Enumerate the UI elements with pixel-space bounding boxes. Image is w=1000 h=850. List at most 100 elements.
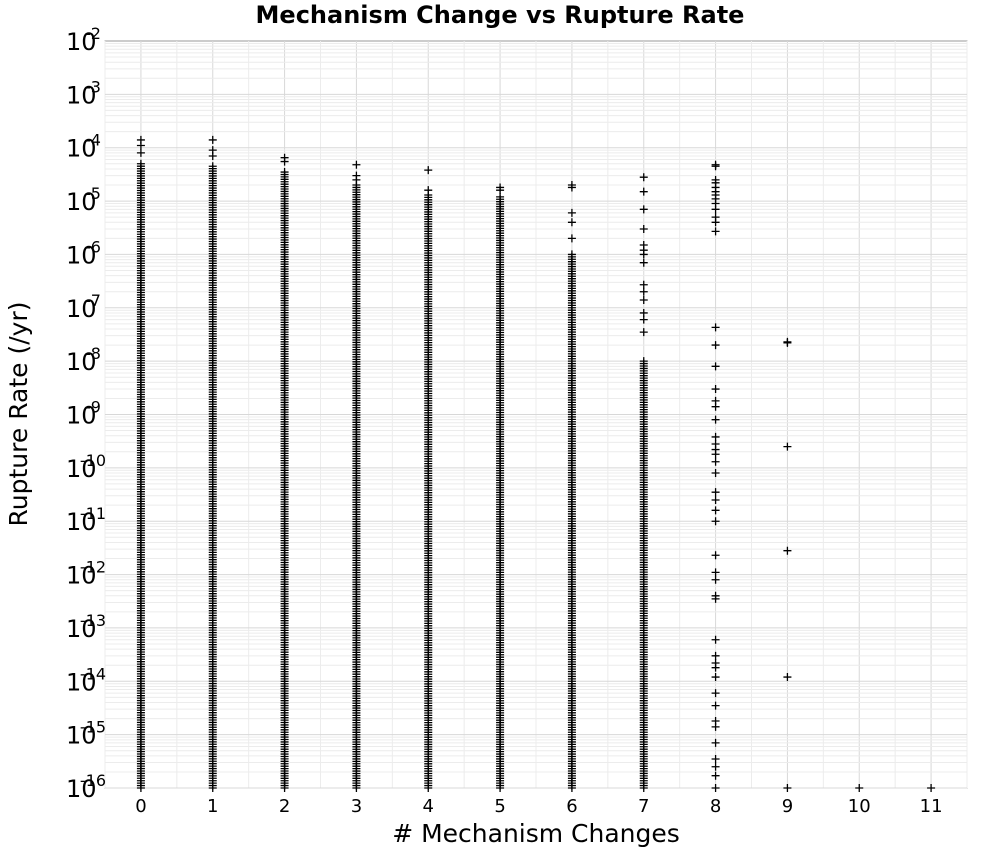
- data-point: [567, 234, 576, 243]
- data-point: [711, 784, 720, 792]
- data-point: [639, 287, 648, 296]
- y-tick-exponent: -5: [85, 184, 101, 203]
- data-point: [711, 341, 720, 350]
- data-point: [711, 362, 720, 371]
- y-axis-label: Rupture Rate (/yr): [4, 302, 33, 527]
- x-axis-ticks: 0 1 2 3 4 5 6 7 8 9 10 11: [135, 796, 942, 817]
- x-tick-label: 10: [848, 796, 871, 817]
- y-tick-exponent: -7: [85, 291, 101, 310]
- data-point: [208, 151, 217, 160]
- data-point: [711, 651, 720, 660]
- y-tick-exponent: -10: [80, 451, 106, 470]
- x-tick-label: 2: [279, 796, 290, 817]
- x-tick-label: 8: [710, 796, 721, 817]
- data-point: [711, 738, 720, 747]
- data-point: [855, 784, 864, 792]
- data-point: [208, 135, 217, 144]
- data-point: [783, 673, 792, 682]
- data-point: [711, 689, 720, 698]
- data-point: [711, 663, 720, 672]
- y-tick-exponent: -2: [85, 24, 101, 43]
- y-tick-exponent: -8: [85, 344, 101, 363]
- y-tick-label: 10: [66, 722, 97, 750]
- data-point: [711, 218, 720, 227]
- y-tick-label: 10: [66, 188, 97, 216]
- data-point: [711, 402, 720, 411]
- data-point: [711, 450, 720, 459]
- data-point: [783, 546, 792, 555]
- data-point: [711, 323, 720, 332]
- data-point: [567, 183, 576, 192]
- data-point: [711, 162, 720, 171]
- x-tick-label: 9: [782, 796, 793, 817]
- grid-lines: [104, 41, 968, 789]
- data-point: [711, 205, 720, 214]
- data-point: [639, 205, 648, 214]
- x-axis-label: # Mechanism Changes: [392, 819, 680, 848]
- data-point: [711, 673, 720, 682]
- y-axis-ticks: 10-210-310-410-510-610-710-810-910-1010-…: [66, 24, 106, 803]
- data-point: [711, 227, 720, 236]
- y-tick-label: 10: [66, 28, 97, 56]
- x-tick-label: 11: [920, 796, 943, 817]
- data-point: [711, 771, 720, 780]
- data-point: [711, 506, 720, 515]
- x-tick-label: 5: [494, 796, 505, 817]
- x-tick-label: 0: [135, 796, 146, 817]
- data-point: [711, 495, 720, 504]
- data-point: [136, 141, 145, 150]
- data-point: [711, 432, 720, 441]
- data-point: [352, 181, 361, 190]
- x-tick-label: 3: [351, 796, 362, 817]
- y-tick-exponent: -16: [80, 771, 106, 790]
- y-tick-label: 10: [66, 241, 97, 269]
- data-point: [136, 148, 145, 157]
- data-point: [711, 488, 720, 497]
- data-point: [352, 160, 361, 169]
- y-tick-exponent: -9: [85, 398, 101, 417]
- y-tick-exponent: -3: [85, 77, 101, 96]
- data-point: [639, 295, 648, 304]
- data-point: [280, 157, 289, 166]
- data-point: [711, 457, 720, 466]
- y-tick-label: 10: [66, 81, 97, 109]
- data-point: [711, 415, 720, 424]
- data-point: [639, 250, 648, 259]
- y-tick-label: 10: [66, 562, 97, 590]
- y-tick-exponent: -12: [80, 558, 106, 577]
- y-tick-exponent: -4: [85, 131, 101, 150]
- data-point: [424, 190, 433, 199]
- data-points: [136, 135, 936, 792]
- y-tick-exponent: -11: [80, 504, 106, 523]
- y-tick-label: 10: [66, 135, 97, 163]
- x-tick-label: 1: [207, 796, 218, 817]
- data-point: [711, 722, 720, 731]
- data-point: [711, 517, 720, 526]
- data-point: [567, 218, 576, 227]
- y-tick-label: 10: [66, 508, 97, 536]
- y-tick-exponent: -15: [80, 718, 106, 737]
- data-point: [639, 187, 648, 196]
- data-point: [567, 250, 576, 259]
- data-point: [639, 258, 648, 267]
- data-point: [496, 192, 505, 201]
- data-point: [711, 568, 720, 577]
- data-point: [711, 385, 720, 394]
- data-point: [783, 442, 792, 451]
- data-point: [783, 338, 792, 347]
- data-point: [639, 173, 648, 182]
- data-point: [208, 162, 217, 171]
- y-tick-exponent: -14: [80, 664, 106, 683]
- data-point: [424, 166, 433, 175]
- data-point: [639, 328, 648, 337]
- y-tick-exponent: -6: [85, 237, 101, 256]
- y-tick-label: 10: [66, 348, 97, 376]
- data-point: [567, 208, 576, 217]
- data-point: [711, 575, 720, 584]
- data-point: [711, 551, 720, 560]
- y-tick-label: 10: [66, 295, 97, 323]
- data-point: [639, 357, 648, 366]
- data-point: [639, 224, 648, 233]
- y-tick-exponent: -13: [80, 611, 106, 630]
